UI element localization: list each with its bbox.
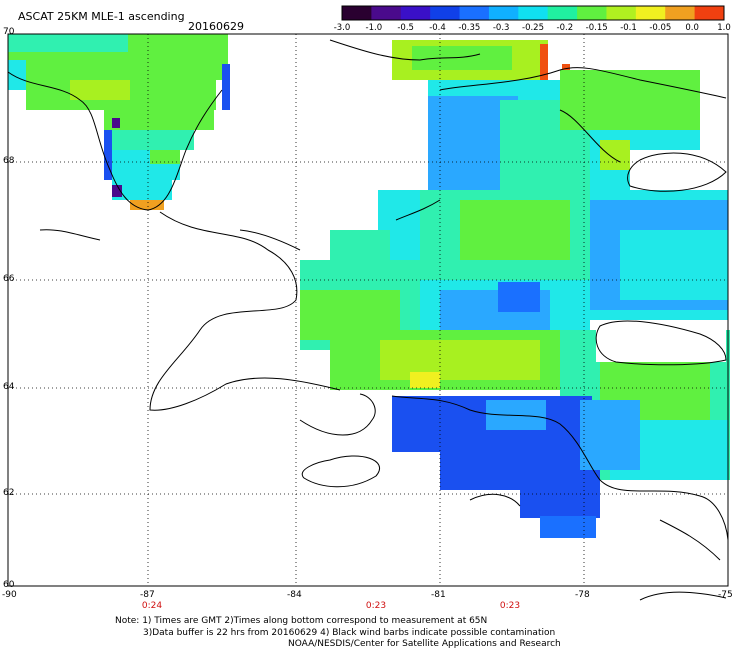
- colorbar-tick-label: -0.35: [458, 23, 481, 33]
- data-cell: [540, 44, 548, 90]
- data-cell: [540, 516, 596, 538]
- data-cell: [222, 64, 230, 110]
- no-data-patch: [630, 150, 726, 190]
- colorbar-frame: [341, 5, 725, 21]
- colorbar-tick-label: 0.0: [685, 23, 699, 33]
- colorbar-tick-label: -0.4: [429, 23, 446, 33]
- data-cell: [600, 140, 630, 170]
- colorbar-tick-label: -0.25: [522, 23, 544, 33]
- colorbar-tick-label: -0.3: [492, 23, 510, 33]
- colorbar-tick-label: 1.0: [717, 23, 731, 33]
- colorbar-swatch: [342, 6, 372, 20]
- data-cell: [8, 60, 26, 90]
- data-cell: [498, 282, 540, 312]
- data-cell: [560, 70, 700, 130]
- data-cell: [104, 110, 214, 130]
- footnote-line-3: NOAA/NESDIS/Center for Satellite Applica…: [288, 639, 561, 649]
- colorbar: [341, 5, 725, 21]
- lat-label: 68: [3, 156, 15, 166]
- colorbar-swatch: [430, 6, 461, 20]
- data-cell: [150, 150, 180, 164]
- time-label: 0:23: [365, 601, 387, 611]
- colorbar-swatch: [635, 6, 666, 20]
- colorbar-swatch: [488, 6, 519, 20]
- lat-label: 70: [3, 27, 15, 37]
- lat-label: 66: [3, 274, 15, 284]
- colorbar-swatch: [518, 6, 549, 20]
- data-cell: [130, 200, 164, 210]
- data-cell: [8, 34, 128, 52]
- map-title: ASCAT 25KM MLE-1 ascending: [18, 10, 185, 23]
- lon-label: -87: [140, 590, 155, 600]
- lon-label: -81: [431, 590, 446, 600]
- colorbar-tick-label: -0.05: [649, 23, 672, 33]
- data-cell: [112, 180, 172, 200]
- data-cell: [380, 340, 540, 380]
- data-cell: [104, 130, 194, 150]
- colorbar-tick-label: -0.5: [397, 23, 414, 33]
- colorbar-swatch: [400, 6, 431, 20]
- colorbar-swatch: [577, 6, 607, 20]
- data-cell: [460, 200, 570, 260]
- lon-label: -75: [718, 590, 733, 600]
- data-cell: [112, 118, 120, 128]
- data-cell: [440, 450, 600, 490]
- data-cell: [620, 230, 728, 300]
- footnote-line-2: 3)Data buffer is 22 hrs from 20160629 4)…: [143, 628, 556, 638]
- colorbar-swatch: [694, 6, 725, 20]
- time-label: 0:23: [499, 601, 521, 611]
- colorbar-swatch: [371, 6, 402, 20]
- colorbar-tick-label: -0.2: [556, 23, 574, 33]
- data-cell: [410, 372, 440, 388]
- lat-label: 62: [3, 488, 15, 498]
- data-cell: [412, 46, 512, 70]
- data-grid: [8, 34, 730, 538]
- graticule: [8, 34, 728, 586]
- colorbar-swatch: [606, 6, 637, 20]
- coastlines: [7, 39, 729, 601]
- colorbar-tick-label: -1.0: [365, 23, 383, 33]
- colorbar-swatch: [665, 6, 696, 20]
- no-data-patch: [596, 322, 726, 362]
- data-cell: [70, 80, 130, 100]
- data-cell: [104, 130, 112, 180]
- colorbar-swatch: [459, 6, 490, 20]
- lon-label: -78: [575, 590, 590, 600]
- data-cell: [520, 488, 600, 518]
- colorbar-tick-label: -0.15: [585, 23, 608, 33]
- lat-label: 60: [3, 580, 15, 590]
- time-label: 0:24: [141, 601, 163, 611]
- data-cell: [580, 400, 640, 470]
- footnote-line-1: Note: 1) Times are GMT 2)Times along bot…: [115, 616, 488, 626]
- map-date: 20160629: [188, 20, 244, 33]
- lon-label: -84: [287, 590, 302, 600]
- colorbar-tick-label: -3.0: [333, 23, 351, 33]
- lon-label: -90: [2, 590, 17, 600]
- map-frame: [7, 33, 729, 587]
- colorbar-tick-label: -0.1: [620, 23, 637, 33]
- lat-label: 64: [3, 382, 15, 392]
- data-cell: [112, 185, 122, 197]
- colorbar-swatch: [547, 6, 578, 20]
